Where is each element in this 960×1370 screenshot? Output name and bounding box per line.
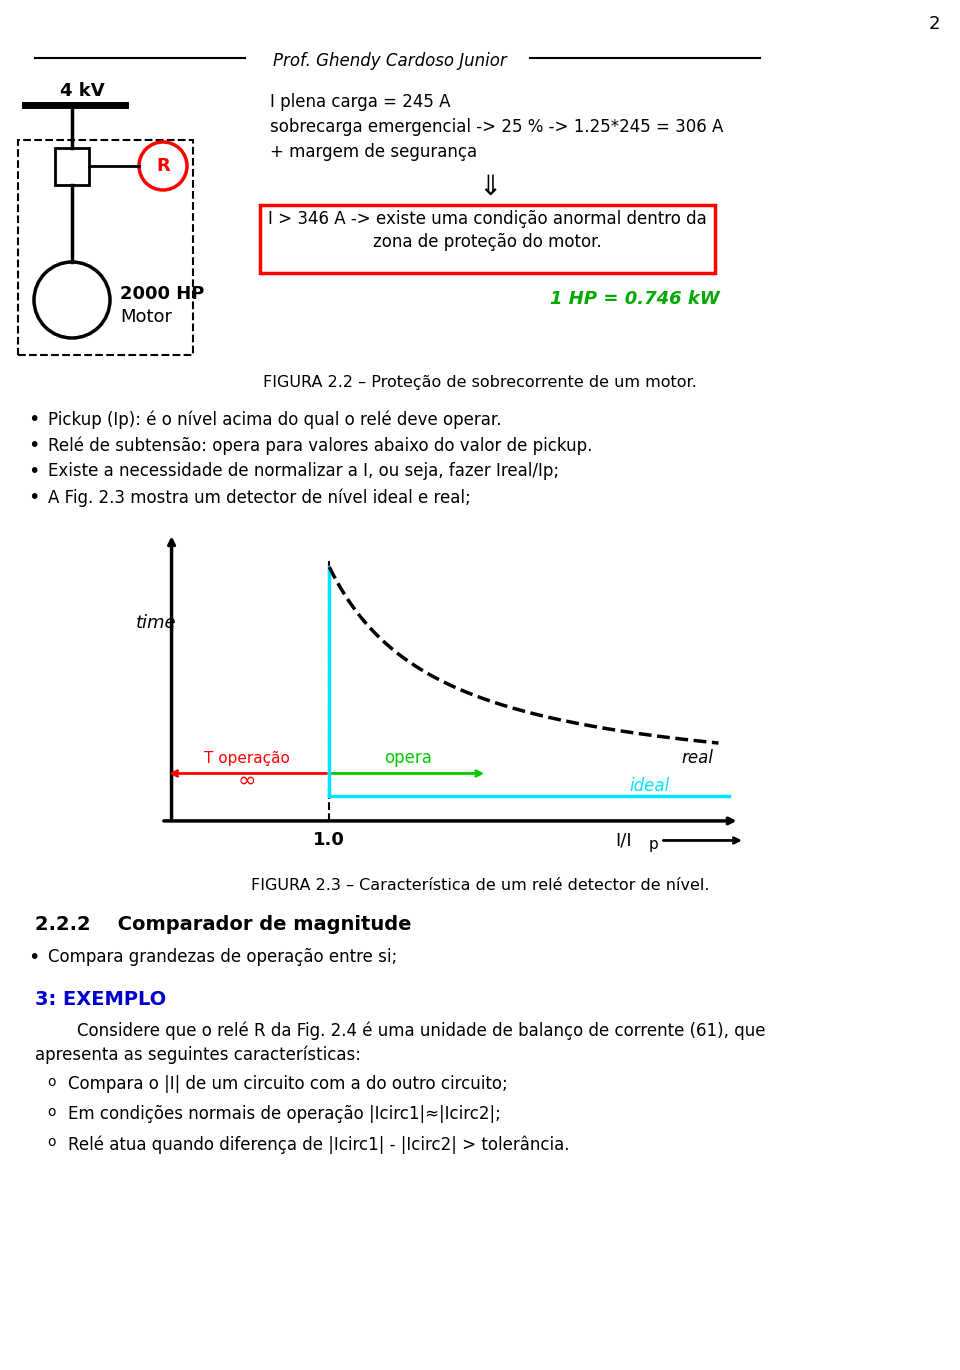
- Text: + margem de segurança: + margem de segurança: [270, 142, 477, 162]
- Text: apresenta as seguintes características:: apresenta as seguintes características:: [35, 1045, 361, 1063]
- Text: FIGURA 2.2 – Proteção de sobrecorrente de um motor.: FIGURA 2.2 – Proteção de sobrecorrente d…: [263, 375, 697, 390]
- Text: zona de proteção do motor.: zona de proteção do motor.: [372, 233, 601, 251]
- Text: I > 346 A -> existe uma condição anormal dentro da: I > 346 A -> existe uma condição anormal…: [268, 210, 707, 227]
- Text: 2: 2: [928, 15, 940, 33]
- Text: •: •: [28, 488, 39, 507]
- Text: Motor: Motor: [120, 308, 172, 326]
- Text: ∞: ∞: [238, 770, 256, 790]
- Circle shape: [139, 142, 187, 190]
- Text: 1.0: 1.0: [313, 832, 346, 849]
- Text: real: real: [682, 749, 713, 767]
- Text: sobrecarga emergencial -> 25 % -> 1.25*245 = 306 A: sobrecarga emergencial -> 25 % -> 1.25*2…: [270, 118, 724, 136]
- Text: Pickup (Ip): é o nível acima do qual o relé deve operar.: Pickup (Ip): é o nível acima do qual o r…: [48, 410, 501, 429]
- Text: Compara grandezas de operação entre si;: Compara grandezas de operação entre si;: [48, 948, 397, 966]
- Text: ⇓: ⇓: [478, 173, 502, 201]
- Text: time: time: [135, 614, 176, 632]
- Text: •: •: [28, 436, 39, 455]
- Text: FIGURA 2.3 – Característica de um relé detector de nível.: FIGURA 2.3 – Característica de um relé d…: [251, 878, 709, 893]
- Text: •: •: [28, 948, 39, 967]
- Text: Em condições normais de operação |Icirc1|≈|Icirc2|;: Em condições normais de operação |Icirc1…: [68, 1106, 501, 1123]
- Text: o: o: [48, 1075, 57, 1089]
- Text: 4 kV: 4 kV: [60, 82, 105, 100]
- Text: I/I: I/I: [615, 832, 632, 849]
- Text: I plena carga = 245 A: I plena carga = 245 A: [270, 93, 450, 111]
- Text: 2.2.2    Comparador de magnitude: 2.2.2 Comparador de magnitude: [35, 915, 412, 934]
- Text: 3: EXEMPLO: 3: EXEMPLO: [35, 991, 166, 1008]
- Bar: [18, 140, 193, 355]
- Text: R: R: [156, 158, 170, 175]
- Text: o: o: [48, 1134, 57, 1149]
- Text: Prof. Ghendy Cardoso Junior: Prof. Ghendy Cardoso Junior: [274, 52, 507, 70]
- Bar: [260, 206, 715, 273]
- Text: o: o: [48, 1106, 57, 1119]
- Text: p: p: [648, 837, 659, 852]
- Text: ideal: ideal: [629, 777, 669, 795]
- Text: opera: opera: [384, 749, 432, 767]
- Text: •: •: [28, 410, 39, 429]
- Text: Compara o |I| de um circuito com a do outro circuito;: Compara o |I| de um circuito com a do ou…: [68, 1075, 508, 1093]
- Text: A Fig. 2.3 mostra um detector de nível ideal e real;: A Fig. 2.3 mostra um detector de nível i…: [48, 488, 470, 507]
- Text: Relé de subtensão: opera para valores abaixo do valor de pickup.: Relé de subtensão: opera para valores ab…: [48, 436, 592, 455]
- Circle shape: [34, 262, 110, 338]
- Text: Existe a necessidade de normalizar a I, ou seja, fazer Ireal/Ip;: Existe a necessidade de normalizar a I, …: [48, 462, 559, 480]
- Bar: [55, 148, 89, 185]
- Text: 2000 HP: 2000 HP: [120, 285, 204, 303]
- Text: T operação: T operação: [204, 751, 290, 766]
- Text: •: •: [28, 462, 39, 481]
- Text: 1 HP = 0.746 kW: 1 HP = 0.746 kW: [550, 290, 720, 308]
- Text: Relé atua quando diferença de |Icirc1| - |Icirc2| > tolerância.: Relé atua quando diferença de |Icirc1| -…: [68, 1134, 569, 1154]
- Text: Considere que o relé R da Fig. 2.4 é uma unidade de balanço de corrente (61), qu: Considere que o relé R da Fig. 2.4 é uma…: [35, 1022, 765, 1040]
